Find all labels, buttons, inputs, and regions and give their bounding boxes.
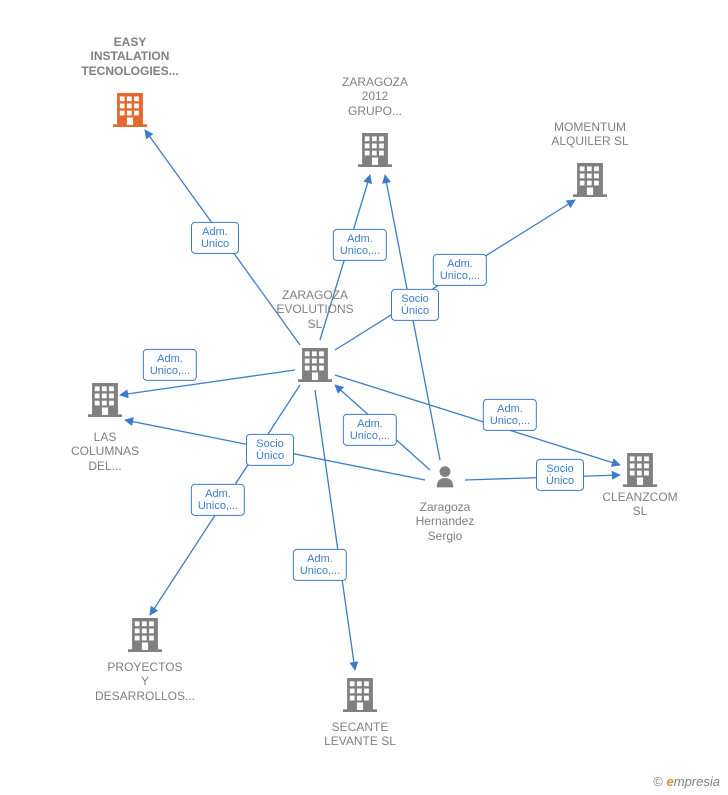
edge-label: Adm. Unico,... [293, 549, 347, 581]
node-label: ZARAGOZA 2012 GRUPO... [342, 75, 408, 118]
node-momentum[interactable]: MOMENTUM ALQUILER SL [520, 120, 660, 149]
node-label: CLEANZCOM SL [602, 490, 677, 518]
brand-rest: mpresia [674, 774, 720, 789]
building-icon[interactable] [298, 348, 332, 382]
node-sergio[interactable]: Zaragoza Hernandez Sergio [375, 500, 515, 543]
node-easy[interactable]: EASY INSTALATION TECNOLOGIES... [60, 35, 200, 78]
building-icon[interactable] [113, 93, 147, 127]
edge-label: Adm. Unico,... [191, 484, 245, 516]
node-zgz_evo[interactable]: ZARAGOZA EVOLUTIONS SL [245, 288, 385, 331]
node-label: LAS COLUMNAS DEL... [71, 430, 139, 473]
edge-label: Socio Único [536, 459, 584, 491]
edge-label: Adm. Unico,... [143, 349, 197, 381]
edge-label: Adm. Unico [191, 222, 239, 254]
node-label: PROYECTOS Y DESARROLLOS... [95, 660, 195, 703]
building-icon[interactable] [88, 383, 122, 417]
node-label: MOMENTUM ALQUILER SL [551, 120, 628, 148]
node-secante[interactable]: SECANTE LEVANTE SL [290, 720, 430, 749]
node-label: ZARAGOZA EVOLUTIONS SL [276, 288, 353, 331]
building-icon[interactable] [128, 618, 162, 652]
edge-label: Adm. Unico,... [483, 399, 537, 431]
building-icon[interactable] [623, 453, 657, 487]
person-icon[interactable] [437, 466, 454, 487]
building-icon[interactable] [358, 133, 392, 167]
edge-label: Adm. Unico,... [433, 254, 487, 286]
copyright-symbol: © [653, 774, 663, 789]
edge-label: Socio Único [246, 434, 294, 466]
node-columnas[interactable]: LAS COLUMNAS DEL... [35, 430, 175, 473]
node-label: EASY INSTALATION TECNOLOGIES... [81, 35, 178, 78]
brand-first-letter: e [667, 774, 674, 789]
edge-label: Adm. Unico,... [333, 229, 387, 261]
node-proyectos[interactable]: PROYECTOS Y DESARROLLOS... [75, 660, 215, 703]
node-cleanzcom[interactable]: CLEANZCOM SL [570, 490, 710, 519]
building-icon[interactable] [573, 163, 607, 197]
node-label: SECANTE LEVANTE SL [324, 720, 396, 748]
node-zgz2012[interactable]: ZARAGOZA 2012 GRUPO... [305, 75, 445, 118]
node-label: Zaragoza Hernandez Sergio [416, 500, 475, 543]
building-icon[interactable] [343, 678, 377, 712]
edge-label: Adm. Unico,... [343, 414, 397, 446]
footer-brand: © empresia [653, 774, 720, 789]
edge-label: Socio Único [391, 289, 439, 321]
